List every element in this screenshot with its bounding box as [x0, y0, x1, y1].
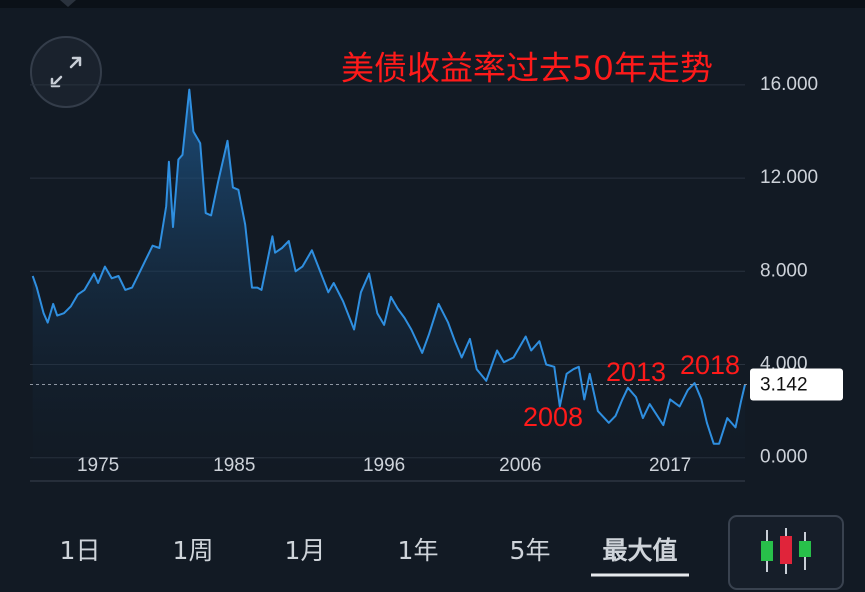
x-tick-label: 1985: [213, 455, 255, 476]
annotation: 2013: [606, 357, 666, 387]
current-value-label: 3.142: [760, 375, 808, 396]
x-tick-label: 1975: [77, 455, 119, 476]
x-tick-label: 2006: [499, 455, 541, 476]
expand-button[interactable]: [30, 36, 102, 108]
current-value-box: [750, 368, 843, 401]
pointer: [60, 0, 76, 7]
annotation: 2018: [680, 350, 740, 380]
range-tab[interactable]: 1年: [398, 536, 439, 565]
y-tick-label: 8.000: [760, 260, 808, 281]
range-tabs: 1日 1周 1月 1年 5年 最大值: [60, 536, 689, 577]
y-tick-label: 0.000: [760, 447, 808, 468]
annotation: 2008: [523, 402, 583, 432]
range-tab[interactable]: 1月: [285, 536, 326, 565]
area: [32, 89, 745, 481]
x-tick-label: 2017: [649, 455, 691, 476]
chart-type-button[interactable]: [728, 515, 844, 590]
chart-title: 美债收益率过去50年走势: [341, 49, 713, 88]
y-tick-label: 16.000: [760, 74, 818, 95]
range-tab[interactable]: 最大值: [602, 536, 677, 565]
line: [31, 88, 746, 445]
range-tab[interactable]: 5年: [510, 536, 551, 565]
x-tick-label: 1996: [363, 455, 405, 476]
range-tab[interactable]: 1周: [173, 536, 214, 565]
top-strip: [0, 0, 865, 8]
y-tick-label: 12.000: [760, 167, 818, 188]
range-tab[interactable]: 1日: [60, 536, 101, 565]
